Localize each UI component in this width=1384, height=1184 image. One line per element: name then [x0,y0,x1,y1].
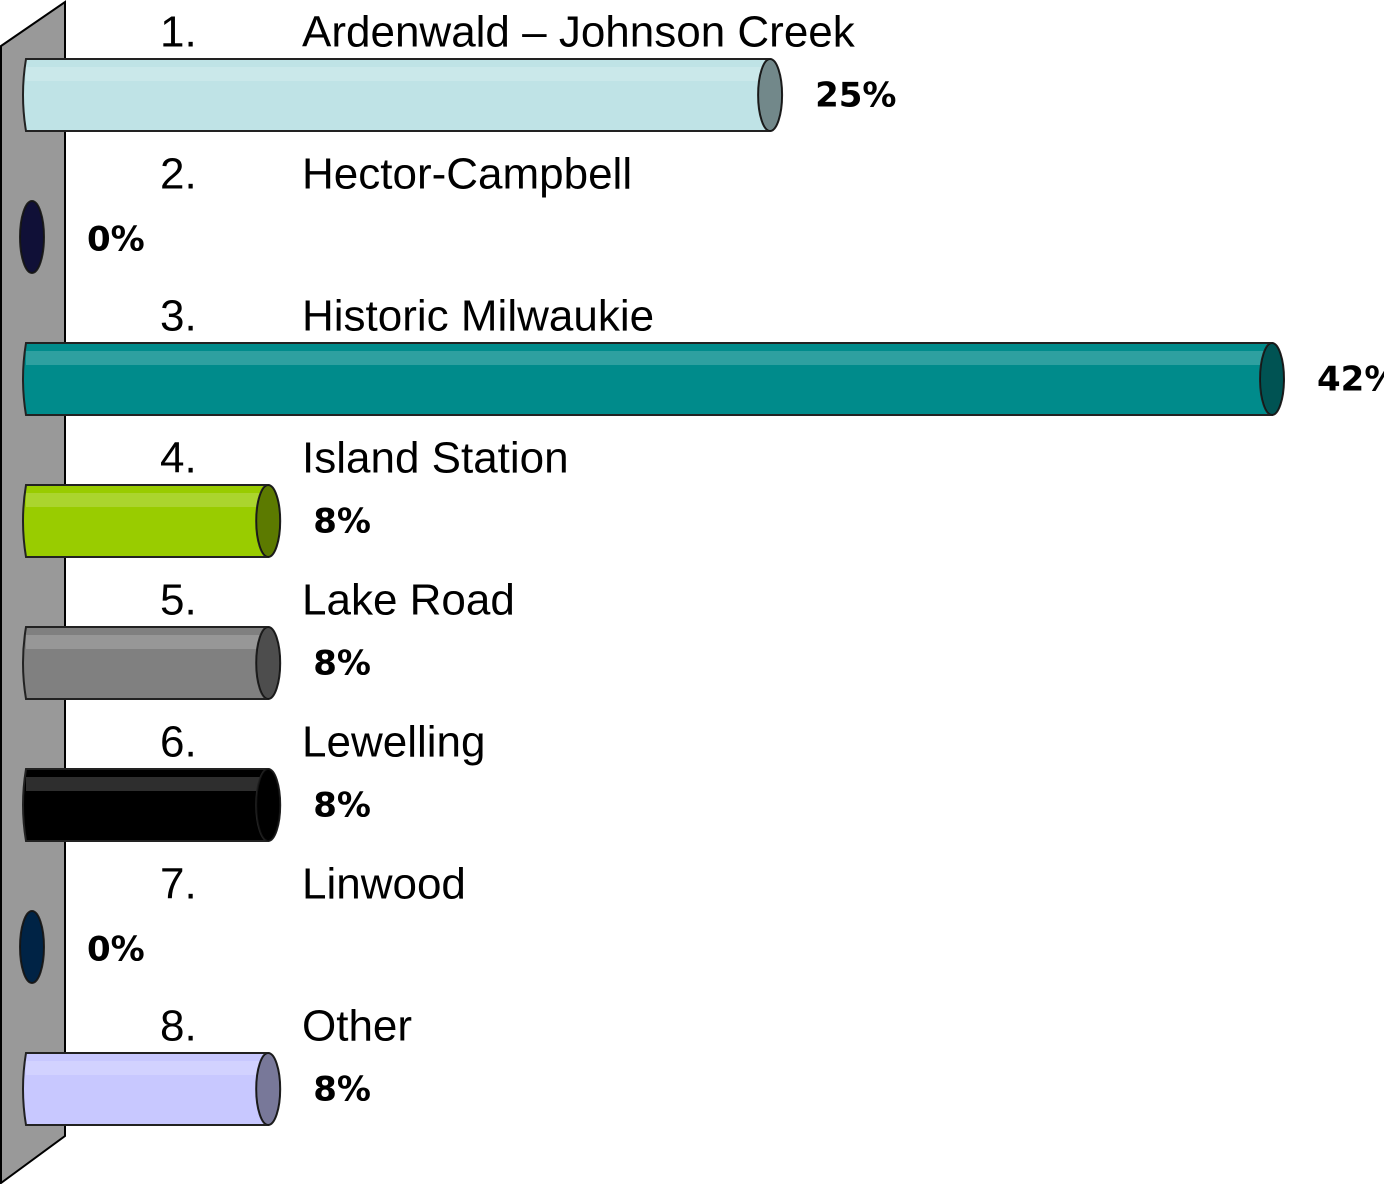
bar [22,484,270,558]
bar-cap [19,200,45,274]
value-label: 8% [313,1070,371,1110]
bar-shine [26,1061,269,1075]
bar [22,1052,270,1126]
value-label: 25% [815,76,896,116]
value-label: 0% [87,220,145,260]
bar-number: 1. [160,8,197,57]
bar-cap-shade [256,627,281,699]
bar-category: Ardenwald – Johnson Creek [302,8,856,57]
bar-number: 5. [160,576,197,625]
bar-shine [26,777,269,791]
bar-cap [19,910,45,984]
bar-number: 6. [160,718,197,767]
bar-number: 8. [160,1002,197,1051]
bar-number: 4. [160,434,197,483]
bar-cap-shade [256,769,281,841]
bar-cap-shade [20,911,44,983]
bar-category: Lewelling [302,718,485,767]
wall [0,0,66,1184]
bar-number: 7. [160,860,197,909]
bar-cap-shade [758,59,783,131]
bar-cap-shade [20,201,44,273]
bar-cap [255,768,282,842]
value-label: 8% [313,644,371,684]
bar-category: Other [302,1002,412,1051]
bar-cap [255,626,282,700]
bar-cap [255,484,282,558]
bar-category: Hector-Campbell [302,150,632,199]
bar-shine [26,351,1272,365]
bar-category: Linwood [302,860,466,909]
bar-cap-shade [256,485,281,557]
bar-shine [26,635,269,649]
bar-category: Island Station [302,434,569,483]
bar-category: Lake Road [302,576,515,625]
bar-shine [26,67,771,81]
bar-number: 2. [160,150,197,199]
value-label: 0% [87,930,145,970]
value-label: 42% [1317,360,1384,400]
bar-cap [255,1052,282,1126]
bar-cap [1259,342,1285,416]
bar-cap-shade [256,1053,281,1125]
value-label: 8% [313,786,371,826]
bar-category: Historic Milwaukie [302,292,654,341]
bar-cap [757,58,784,132]
bar [22,768,270,842]
value-label: 8% [313,502,371,542]
bar [22,626,270,700]
bar [22,342,1273,416]
bar-number: 3. [160,292,197,341]
bar-cap-shade [1260,343,1284,415]
bar [22,58,772,132]
bar-shine [26,493,269,507]
